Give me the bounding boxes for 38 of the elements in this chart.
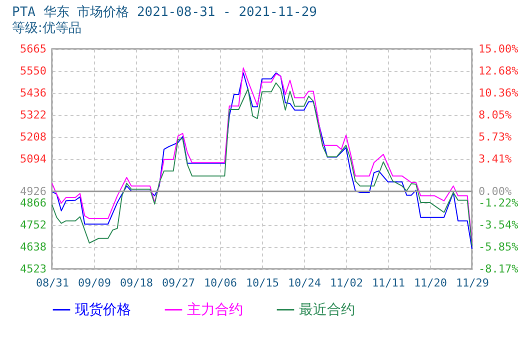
y2-tick-label: -8.17% xyxy=(478,262,519,276)
y2-tick-label: 10.36% xyxy=(478,86,519,100)
y2-tick-label: -3.54% xyxy=(478,218,519,232)
y-tick-label: 5208 xyxy=(20,130,46,144)
y-tick-label: 5322 xyxy=(20,108,46,122)
x-tick-label: 10/06 xyxy=(204,276,238,290)
y2-tick-label: -5.85% xyxy=(478,240,519,254)
chart-subtitle: 等级:优等品 xyxy=(12,21,82,36)
y-tick-label: 4866 xyxy=(20,196,46,210)
x-tick-label: 11/02 xyxy=(330,276,364,290)
x-tick-label: 11/20 xyxy=(414,276,448,290)
x-tick-label: 08/31 xyxy=(36,276,70,290)
x-tick-label: 11/11 xyxy=(372,276,406,290)
y2-tick-label: 12.68% xyxy=(478,64,519,78)
x-tick-label: 11/29 xyxy=(456,276,490,290)
y-tick-label: 4752 xyxy=(20,218,46,232)
y-tick-label: 5094 xyxy=(20,152,47,166)
x-tick-label: 10/15 xyxy=(246,276,280,290)
y2-tick-label: 5.73% xyxy=(478,130,512,144)
y-tick-label: 5665 xyxy=(20,42,46,56)
y2-tick-label: 0.00% xyxy=(478,184,512,198)
y-tick-label: 4926 xyxy=(20,184,46,198)
chart-title: PTA 华东 市场价格 2021-08-31 - 2021-11-29 xyxy=(12,5,317,20)
legend-label: 主力合约 xyxy=(187,302,243,318)
y-tick-label: 4523 xyxy=(20,262,46,276)
x-tick-label: 09/18 xyxy=(120,276,154,290)
x-tick-label: 09/09 xyxy=(78,276,112,290)
y2-tick-label: 8.05% xyxy=(478,108,512,122)
y-tick-label: 4638 xyxy=(20,240,46,254)
legend-label: 现货价格 xyxy=(75,302,131,318)
y-tick-label: 5436 xyxy=(20,86,46,100)
x-tick-label: 10/24 xyxy=(288,276,322,290)
y2-tick-label: -1.22% xyxy=(478,196,519,210)
y2-tick-label: 15.00% xyxy=(478,42,519,56)
x-tick-label: 09/27 xyxy=(162,276,196,290)
legend-label: 最近合约 xyxy=(299,302,355,318)
y2-tick-label: 3.41% xyxy=(478,152,512,166)
y-tick-label: 5550 xyxy=(20,64,46,78)
